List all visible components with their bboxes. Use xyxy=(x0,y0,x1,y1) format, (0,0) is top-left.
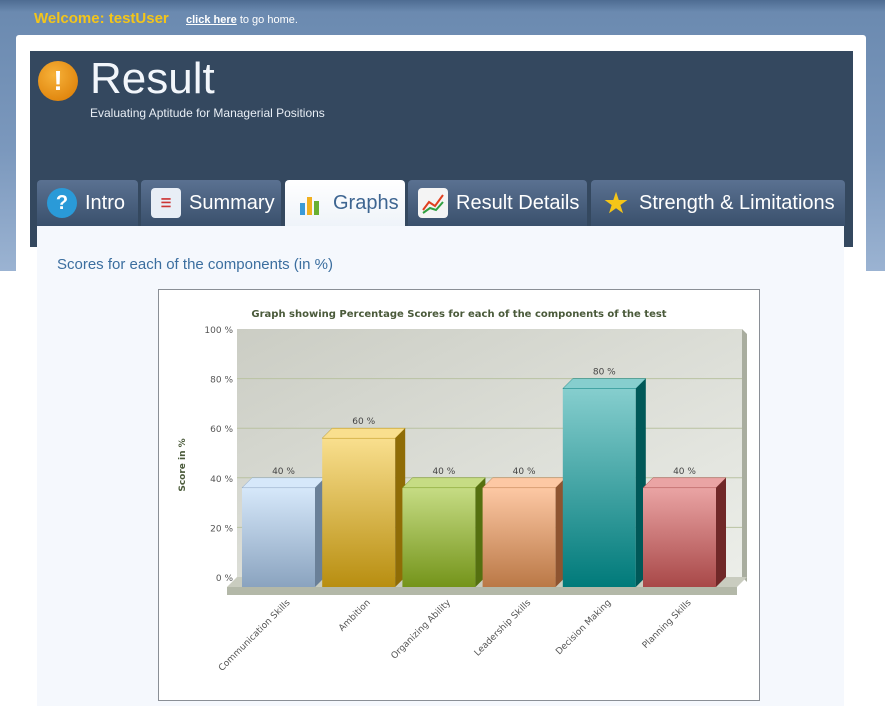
data-label: 40 % xyxy=(432,467,455,477)
x-tick-label: Communication Skills xyxy=(217,598,293,674)
data-label: 40 % xyxy=(513,467,536,477)
bar-front xyxy=(402,487,476,587)
page-subtitle: Evaluating Aptitude for Managerial Posit… xyxy=(90,106,325,120)
tab-intro[interactable]: ? Intro xyxy=(37,180,138,226)
bar-top xyxy=(481,477,567,489)
y-tick-label: 20 % xyxy=(210,524,233,534)
tab-summary[interactable]: ☰ Summary xyxy=(141,180,281,226)
tab-label: Summary xyxy=(189,191,275,214)
home-link-text: click here to go home. xyxy=(186,14,298,26)
tab-label: Graphs xyxy=(333,192,399,214)
bar-front xyxy=(643,487,716,587)
tab-label: Intro xyxy=(85,191,126,214)
tab-result-details[interactable]: Result Details xyxy=(408,180,587,226)
y-tick-label: 80 % xyxy=(210,376,233,386)
x-tick-label: Decision Making xyxy=(554,598,613,657)
home-link[interactable]: click here xyxy=(186,14,237,26)
data-label: 40 % xyxy=(272,467,295,477)
y-axis-title: Score in % xyxy=(178,438,188,491)
x-tick-label: Ambition xyxy=(337,598,373,634)
page-title: Result xyxy=(90,54,215,103)
plot-side-wall xyxy=(742,329,747,582)
list-icon: ☰ xyxy=(151,188,181,218)
bar-top xyxy=(562,378,647,389)
x-tick-label: Leadership Skills xyxy=(473,598,534,659)
tab-strength-limitations[interactable]: ★ Strength & Limitations xyxy=(591,180,845,226)
x-tick-label: Planning Skills xyxy=(641,598,694,651)
bar-top xyxy=(321,427,406,439)
bar-chart: Graph showing Percentage Scores for each… xyxy=(178,309,747,674)
tab-graphs[interactable]: Graphs xyxy=(285,180,405,227)
bar-front xyxy=(562,388,636,587)
star-medal-icon: ★ xyxy=(604,187,628,218)
tab-label: Result Details xyxy=(456,191,580,214)
welcome-text: Welcome: testUser xyxy=(34,10,169,27)
x-tick-label: Organizing Ability xyxy=(390,598,454,662)
data-label: 60 % xyxy=(352,417,375,427)
chart-container: Graph showing Percentage Scores for each… xyxy=(158,289,760,701)
exclamation-icon: ! xyxy=(38,61,78,101)
bar-side xyxy=(716,477,726,587)
bar-top xyxy=(241,477,326,489)
bar-top xyxy=(642,477,727,489)
home-link-suffix: to go home. xyxy=(236,14,298,26)
line-chart-icon xyxy=(418,188,448,218)
bar-front xyxy=(322,438,396,587)
y-tick-label: 100 % xyxy=(204,326,233,336)
y-tick-label: 60 % xyxy=(210,425,233,435)
help-icon: ? xyxy=(47,188,77,218)
tab-label: Strength & Limitations xyxy=(639,191,835,214)
bar-chart-icon xyxy=(295,189,325,219)
data-label: 80 % xyxy=(593,368,616,378)
floor-front xyxy=(227,587,737,595)
data-label: 40 % xyxy=(673,467,696,477)
bar-top xyxy=(401,477,487,489)
bar-front xyxy=(242,487,315,587)
y-tick-label: 40 % xyxy=(210,475,233,485)
section-heading: Scores for each of the components (in %) xyxy=(57,256,333,273)
chart-title: Graph showing Percentage Scores for each… xyxy=(251,309,666,320)
bar-front xyxy=(482,487,556,587)
y-tick-label: 0 % xyxy=(216,574,234,584)
